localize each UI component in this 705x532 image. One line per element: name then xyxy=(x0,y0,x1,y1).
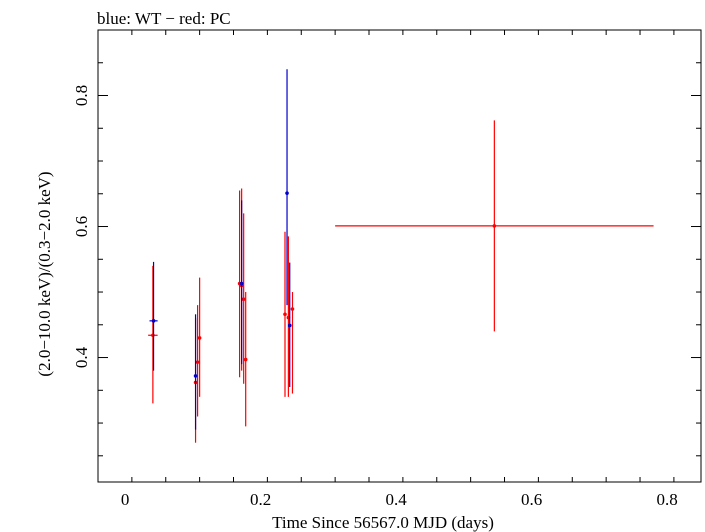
point-marker xyxy=(151,319,156,323)
point-marker xyxy=(283,312,287,317)
x-axis-label: Time Since 56567.0 MJD (days) xyxy=(272,513,494,532)
data-point xyxy=(287,262,292,388)
x-tick-label: 0 xyxy=(121,490,130,509)
x-tick-label: 0.2 xyxy=(250,490,271,509)
point-marker xyxy=(195,360,200,364)
x-tick-label: 0.4 xyxy=(385,490,407,509)
y-tick-label: 0.6 xyxy=(72,216,91,237)
series-red xyxy=(148,120,654,443)
y-tick-label: 0.8 xyxy=(72,85,91,106)
point-marker xyxy=(492,224,497,228)
series-blue xyxy=(149,69,292,430)
x-axis: 0 0.2 0.4 0.6 0.8 xyxy=(97,30,678,509)
point-marker xyxy=(197,336,202,340)
data-point xyxy=(195,305,200,417)
data-points xyxy=(148,69,654,443)
point-marker xyxy=(290,307,295,311)
chart-title: blue: WT − red: PC xyxy=(97,9,231,28)
data-point xyxy=(241,213,246,384)
point-marker xyxy=(287,323,292,328)
data-point xyxy=(148,265,158,404)
data-point xyxy=(243,292,248,427)
point-marker xyxy=(239,281,244,286)
data-point xyxy=(335,120,654,332)
data-point xyxy=(285,69,289,306)
point-marker xyxy=(193,374,198,378)
plot-frame xyxy=(97,29,702,483)
point-marker xyxy=(243,357,248,362)
y-axis: 0.4 0.6 0.8 xyxy=(72,29,701,457)
data-point xyxy=(149,261,158,371)
data-point xyxy=(290,292,295,394)
data-point xyxy=(197,277,202,397)
data-point xyxy=(193,314,198,430)
x-tick-label: 0.6 xyxy=(521,490,542,509)
y-axis-label: (2.0−10.0 keV)/(0.3−2.0 keV) xyxy=(35,171,54,376)
point-marker xyxy=(285,191,289,195)
data-point xyxy=(283,231,287,397)
y-tick-label: 0.4 xyxy=(72,346,91,368)
data-point xyxy=(239,200,244,365)
x-tick-label: 0.8 xyxy=(656,490,677,509)
point-marker xyxy=(241,297,246,302)
